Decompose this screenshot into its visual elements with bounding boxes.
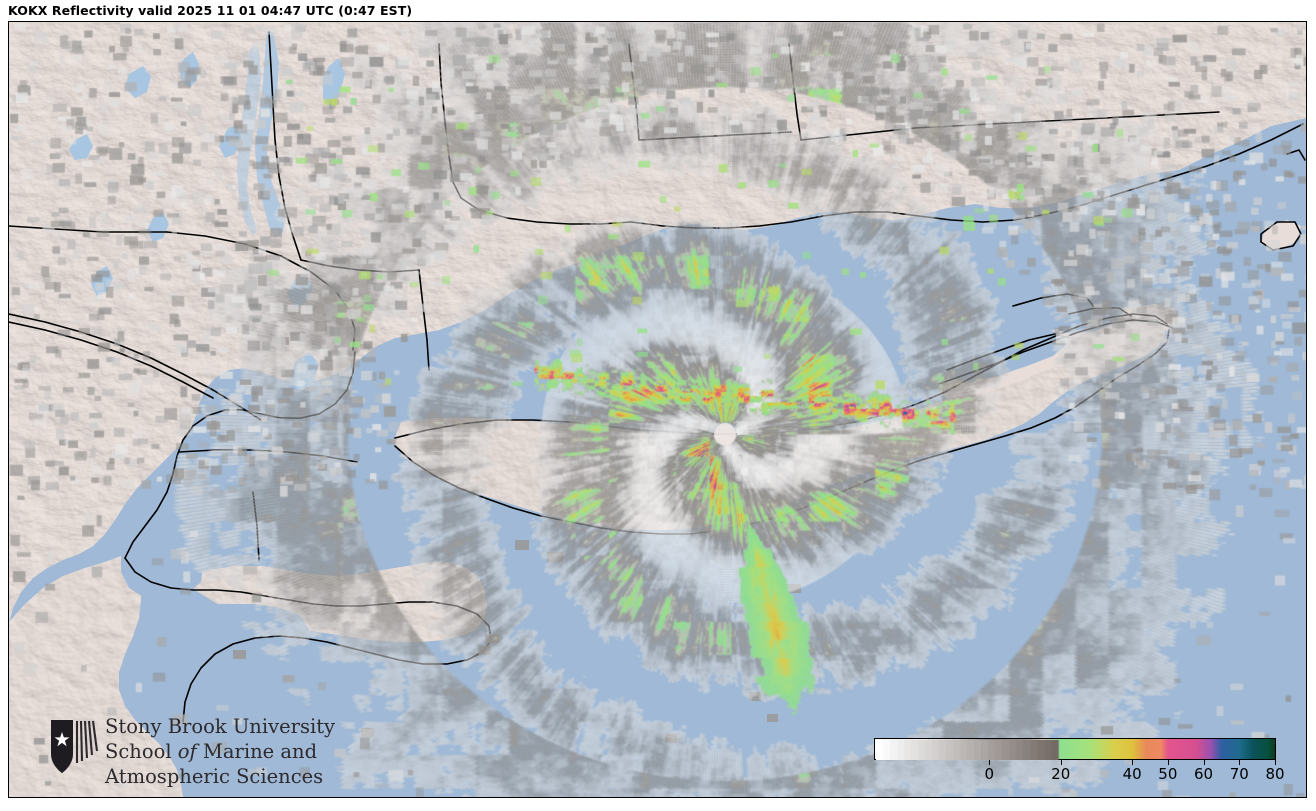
colorbar-tick-label: 40: [1122, 765, 1142, 783]
colorbar-tick: [1275, 760, 1276, 765]
logo-line-2: School of Marine and: [105, 739, 345, 764]
colorbar: 0 20 40 50 60 70 80: [874, 738, 1286, 790]
logo-line-3: Atmospheric Sciences: [105, 765, 324, 788]
shield-icon: [51, 720, 99, 773]
stony-brook-logo: Stony Brook University School of Marine …: [49, 714, 335, 796]
colorbar-tick-label: 20: [1051, 765, 1071, 783]
page-title: KOKX Reflectivity valid 2025 11 01 04:47…: [8, 3, 413, 18]
geography-layer: [9, 22, 1306, 797]
logo-line-1: Stony Brook University: [105, 715, 336, 738]
colorbar-gradient: [874, 738, 1276, 760]
colorbar-tick-label: 60: [1194, 765, 1214, 783]
logo-line-2-post: Marine and: [196, 740, 318, 763]
colorbar-tick-label: 50: [1158, 765, 1178, 783]
colorbar-tick: [1060, 760, 1062, 765]
map-frame: 0 20 40 50 60 70 80 Stony Brook Univer: [8, 21, 1307, 798]
logo-line-2-pre: School: [105, 740, 178, 763]
colorbar-tick: [1167, 760, 1169, 765]
colorbar-tick: [1132, 760, 1134, 765]
logo-line-2-emphasis: of: [177, 740, 197, 763]
colorbar-tick: [989, 760, 991, 765]
colorbar-tick: [1203, 760, 1205, 765]
colorbar-tick-label: 70: [1229, 765, 1249, 783]
colorbar-tick-label: 80: [1265, 765, 1285, 783]
logo-text: Stony Brook University School of Marine …: [105, 714, 345, 789]
colorbar-tick: [1239, 760, 1241, 765]
map-viewport: 0 20 40 50 60 70 80 Stony Brook Univer: [9, 22, 1306, 797]
colorbar-tick-label: 0: [984, 765, 995, 783]
